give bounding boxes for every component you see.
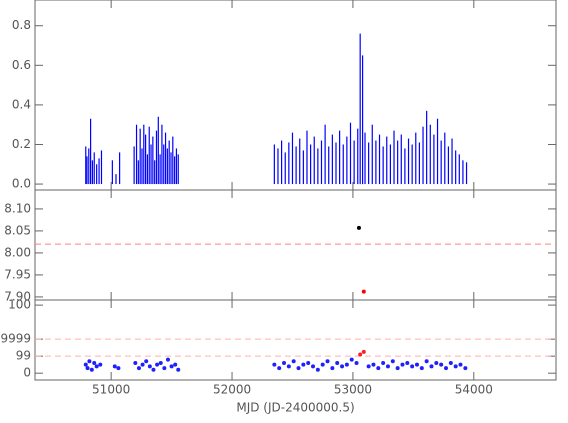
y-tick-label: 99 xyxy=(16,349,31,363)
point xyxy=(155,362,160,367)
point xyxy=(147,364,152,369)
y-tick-label: 0.2 xyxy=(12,137,31,151)
y-tick-label: 8.10 xyxy=(4,201,31,215)
point xyxy=(361,289,366,294)
point xyxy=(277,366,282,371)
point xyxy=(349,357,354,362)
x-axis-label: MJD (JD-2400000.5) xyxy=(236,401,354,415)
x-tick-label: 54000 xyxy=(455,383,493,397)
y-tick-label: 0.8 xyxy=(12,18,31,32)
point xyxy=(361,349,366,354)
point xyxy=(448,360,453,365)
point xyxy=(98,362,103,367)
point xyxy=(344,362,349,367)
point xyxy=(356,225,361,230)
point xyxy=(162,366,167,371)
point xyxy=(405,360,410,365)
point xyxy=(83,362,88,367)
point xyxy=(116,366,121,371)
y-tick-label: 8.05 xyxy=(4,223,31,237)
point xyxy=(390,359,395,364)
point xyxy=(301,362,306,367)
y-tick-label: 0.0 xyxy=(12,177,31,191)
point xyxy=(306,360,311,365)
point xyxy=(429,364,434,369)
point xyxy=(89,367,94,372)
point xyxy=(439,362,444,367)
point xyxy=(165,357,170,362)
point xyxy=(296,366,301,371)
point xyxy=(385,364,390,369)
point xyxy=(414,362,419,367)
point xyxy=(133,360,138,365)
point xyxy=(340,364,345,369)
point xyxy=(169,364,174,369)
panel-frame xyxy=(34,189,557,301)
point xyxy=(443,366,448,371)
y-tick-label: 0 xyxy=(23,366,31,380)
point xyxy=(87,359,92,364)
point xyxy=(315,367,320,372)
point xyxy=(173,362,178,367)
point xyxy=(335,360,340,365)
y-tick-label: 7.95 xyxy=(4,267,31,281)
point xyxy=(424,359,429,364)
panel-frame xyxy=(34,299,557,381)
panel-frame xyxy=(34,0,557,191)
y-tick-label: 0.6 xyxy=(12,58,31,72)
point xyxy=(140,362,145,367)
point xyxy=(376,366,381,371)
point xyxy=(311,364,316,369)
x-tick-label: 53000 xyxy=(334,383,372,397)
point xyxy=(136,366,141,371)
point xyxy=(371,362,376,367)
point xyxy=(320,362,325,367)
point xyxy=(453,364,458,369)
y-tick-label: 7.90 xyxy=(4,289,31,303)
point xyxy=(410,364,415,369)
y-tick-label: 0.4 xyxy=(12,97,31,111)
x-tick-label: 52000 xyxy=(213,383,251,397)
point xyxy=(291,359,296,364)
point xyxy=(286,364,291,369)
point xyxy=(92,360,97,365)
y-tick-label: 100 xyxy=(8,298,31,312)
point xyxy=(282,360,287,365)
point xyxy=(85,366,90,371)
point xyxy=(400,362,405,367)
point xyxy=(366,364,371,369)
point xyxy=(151,367,156,372)
point xyxy=(463,366,468,371)
point xyxy=(458,362,463,367)
point xyxy=(330,366,335,371)
point xyxy=(395,366,400,371)
point xyxy=(434,360,439,365)
point xyxy=(144,359,149,364)
point xyxy=(272,362,277,367)
point xyxy=(176,367,181,372)
x-tick-label: 51000 xyxy=(92,383,130,397)
y-tick-label: 9999 xyxy=(0,332,31,346)
point xyxy=(419,366,424,371)
point xyxy=(381,360,386,365)
y-tick-label: 8.00 xyxy=(4,245,31,259)
point xyxy=(94,364,99,369)
point xyxy=(354,360,359,365)
point xyxy=(358,352,363,357)
point xyxy=(325,359,330,364)
point xyxy=(112,364,117,369)
point xyxy=(158,360,163,365)
